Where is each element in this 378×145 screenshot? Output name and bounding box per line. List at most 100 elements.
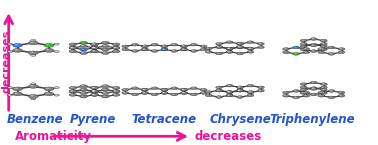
- Circle shape: [247, 91, 254, 93]
- Circle shape: [69, 46, 77, 49]
- Circle shape: [92, 50, 95, 51]
- Circle shape: [207, 91, 209, 92]
- Circle shape: [226, 51, 233, 53]
- Circle shape: [321, 88, 327, 91]
- Circle shape: [322, 40, 324, 41]
- Circle shape: [282, 48, 289, 50]
- Circle shape: [248, 48, 251, 49]
- Circle shape: [293, 96, 299, 99]
- Circle shape: [81, 85, 84, 86]
- Text: Triphenylene: Triphenylene: [269, 113, 355, 126]
- Circle shape: [28, 51, 38, 55]
- Circle shape: [247, 94, 254, 97]
- Circle shape: [312, 38, 314, 39]
- Circle shape: [312, 44, 314, 45]
- Circle shape: [310, 81, 317, 84]
- Circle shape: [191, 43, 197, 46]
- Circle shape: [294, 90, 296, 91]
- Circle shape: [228, 48, 230, 49]
- Circle shape: [237, 46, 243, 48]
- Circle shape: [112, 90, 120, 93]
- Circle shape: [312, 94, 314, 95]
- Circle shape: [92, 47, 95, 48]
- Circle shape: [80, 85, 87, 88]
- Circle shape: [143, 89, 145, 90]
- Circle shape: [237, 89, 243, 92]
- Circle shape: [91, 86, 98, 89]
- Circle shape: [257, 46, 264, 48]
- Circle shape: [141, 92, 148, 94]
- Circle shape: [91, 46, 98, 49]
- Circle shape: [114, 90, 116, 91]
- Circle shape: [44, 87, 54, 91]
- Circle shape: [192, 87, 194, 88]
- Circle shape: [302, 40, 304, 41]
- Text: Pyrene: Pyrene: [70, 113, 116, 126]
- Circle shape: [81, 89, 84, 90]
- Circle shape: [7, 43, 12, 45]
- Circle shape: [71, 50, 73, 51]
- Circle shape: [141, 48, 148, 51]
- Circle shape: [143, 89, 145, 90]
- Circle shape: [182, 89, 184, 90]
- Circle shape: [182, 89, 184, 90]
- Circle shape: [259, 43, 261, 44]
- Circle shape: [192, 94, 194, 95]
- Circle shape: [237, 42, 243, 45]
- Circle shape: [71, 44, 73, 45]
- Circle shape: [114, 44, 116, 45]
- Circle shape: [143, 92, 145, 93]
- Circle shape: [44, 48, 54, 52]
- Circle shape: [238, 90, 240, 91]
- Circle shape: [153, 87, 155, 88]
- Circle shape: [92, 47, 95, 48]
- Circle shape: [182, 45, 184, 46]
- Circle shape: [46, 49, 50, 50]
- Text: decreases: decreases: [1, 29, 11, 93]
- Text: Tetracene: Tetracene: [132, 113, 197, 126]
- Circle shape: [310, 44, 317, 47]
- Circle shape: [81, 52, 84, 53]
- Circle shape: [310, 38, 317, 40]
- Circle shape: [322, 45, 324, 46]
- Circle shape: [338, 94, 345, 97]
- Circle shape: [92, 90, 95, 91]
- Circle shape: [300, 86, 307, 89]
- Circle shape: [102, 48, 109, 51]
- Circle shape: [205, 51, 212, 53]
- Circle shape: [122, 48, 129, 51]
- Circle shape: [247, 51, 254, 53]
- Circle shape: [294, 53, 296, 54]
- Circle shape: [161, 92, 168, 94]
- Text: Chrysene: Chrysene: [209, 113, 271, 126]
- Circle shape: [238, 46, 240, 47]
- Circle shape: [248, 48, 251, 49]
- Circle shape: [102, 95, 109, 98]
- Circle shape: [7, 51, 12, 53]
- Circle shape: [141, 45, 148, 48]
- Circle shape: [319, 48, 322, 49]
- Circle shape: [303, 91, 310, 94]
- Circle shape: [112, 43, 120, 46]
- Circle shape: [46, 93, 50, 94]
- Circle shape: [228, 85, 230, 86]
- Circle shape: [205, 94, 212, 97]
- Circle shape: [237, 86, 243, 89]
- Circle shape: [92, 94, 95, 95]
- Circle shape: [192, 50, 194, 51]
- Circle shape: [114, 87, 116, 88]
- Circle shape: [300, 45, 307, 48]
- Circle shape: [30, 85, 34, 86]
- Circle shape: [284, 95, 286, 96]
- Circle shape: [163, 45, 165, 46]
- Circle shape: [247, 47, 254, 50]
- Circle shape: [181, 45, 187, 48]
- Circle shape: [322, 92, 324, 93]
- Circle shape: [102, 45, 109, 48]
- Circle shape: [238, 96, 240, 97]
- Circle shape: [201, 89, 204, 90]
- Circle shape: [238, 43, 240, 44]
- Circle shape: [114, 47, 116, 48]
- Circle shape: [91, 43, 98, 46]
- Circle shape: [69, 50, 77, 53]
